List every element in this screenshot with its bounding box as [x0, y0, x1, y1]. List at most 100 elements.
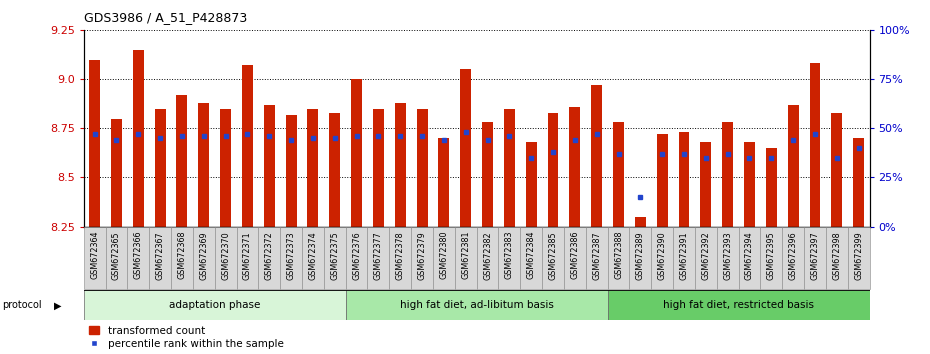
Bar [525, 142, 537, 227]
Bar [302, 227, 324, 289]
Bar [607, 290, 870, 320]
Bar [346, 290, 607, 320]
Bar [766, 148, 777, 227]
Bar [154, 109, 166, 227]
Bar [738, 227, 761, 289]
Bar [717, 227, 738, 289]
Text: GSM672393: GSM672393 [724, 231, 732, 280]
Bar [84, 227, 105, 289]
Text: GSM672392: GSM672392 [701, 231, 711, 280]
Bar [723, 122, 733, 227]
Text: GSM672371: GSM672371 [243, 231, 252, 280]
Text: GSM672372: GSM672372 [265, 231, 273, 280]
Bar [220, 109, 231, 227]
Bar [394, 103, 405, 227]
Bar [476, 227, 498, 289]
Bar [417, 109, 428, 227]
Text: GSM672384: GSM672384 [526, 231, 536, 279]
Bar [744, 142, 755, 227]
Text: GSM672381: GSM672381 [461, 231, 471, 279]
Bar [657, 134, 668, 227]
Bar [346, 227, 367, 289]
Bar [761, 227, 782, 289]
Bar [438, 138, 449, 227]
Bar [198, 103, 209, 227]
Bar [242, 65, 253, 227]
Bar [804, 227, 826, 289]
Text: GSM672365: GSM672365 [112, 231, 121, 280]
Bar [853, 138, 864, 227]
Text: GSM672364: GSM672364 [90, 231, 100, 279]
Bar [498, 227, 520, 289]
Bar [673, 227, 695, 289]
Bar [149, 227, 171, 289]
Bar [171, 227, 193, 289]
Bar [700, 142, 711, 227]
Text: GSM672369: GSM672369 [199, 231, 208, 280]
Text: GSM672373: GSM672373 [286, 231, 296, 280]
Text: GDS3986 / A_51_P428873: GDS3986 / A_51_P428873 [84, 11, 247, 24]
Text: GSM672389: GSM672389 [636, 231, 644, 280]
Bar [111, 119, 122, 227]
Bar [607, 227, 630, 289]
Bar [286, 115, 297, 227]
Text: GSM672396: GSM672396 [789, 231, 798, 280]
Text: GSM672390: GSM672390 [658, 231, 667, 280]
Text: GSM672387: GSM672387 [592, 231, 601, 280]
Text: GSM672366: GSM672366 [134, 231, 143, 279]
Text: GSM672377: GSM672377 [374, 231, 383, 280]
Text: GSM672382: GSM672382 [483, 231, 492, 280]
Bar [788, 105, 799, 227]
Text: GSM672379: GSM672379 [418, 231, 427, 280]
Bar [482, 122, 493, 227]
Text: GSM672397: GSM672397 [810, 231, 819, 280]
Bar [548, 113, 559, 227]
Bar [651, 227, 673, 289]
Text: GSM672395: GSM672395 [767, 231, 776, 280]
Text: GSM672375: GSM672375 [330, 231, 339, 280]
Text: GSM672394: GSM672394 [745, 231, 754, 280]
Bar [782, 227, 804, 289]
Bar [809, 63, 820, 227]
Bar [460, 69, 472, 227]
Text: high fat diet, ad-libitum basis: high fat diet, ad-libitum basis [400, 300, 553, 310]
Bar [569, 107, 580, 227]
Bar [455, 227, 476, 289]
Bar [264, 105, 274, 227]
Bar [308, 109, 318, 227]
Bar [329, 113, 340, 227]
Text: GSM672391: GSM672391 [680, 231, 688, 280]
Bar [695, 227, 717, 289]
Text: adaptation phase: adaptation phase [169, 300, 260, 310]
Legend: transformed count, percentile rank within the sample: transformed count, percentile rank withi… [89, 326, 284, 349]
Text: GSM672378: GSM672378 [396, 231, 405, 280]
Bar [215, 227, 236, 289]
Bar [133, 50, 144, 227]
Text: ▶: ▶ [54, 300, 61, 310]
Bar [630, 227, 651, 289]
Bar [324, 227, 346, 289]
Bar [635, 217, 645, 227]
Text: protocol: protocol [2, 300, 42, 310]
Text: GSM672370: GSM672370 [221, 231, 230, 280]
Text: GSM672376: GSM672376 [352, 231, 361, 280]
Bar [352, 79, 362, 227]
Bar [591, 85, 602, 227]
Text: GSM672388: GSM672388 [614, 231, 623, 279]
Bar [542, 227, 564, 289]
Bar [177, 95, 187, 227]
Bar [193, 227, 215, 289]
Bar [89, 59, 100, 227]
Text: GSM672383: GSM672383 [505, 231, 514, 279]
Bar [280, 227, 302, 289]
Bar [586, 227, 607, 289]
Text: GSM672367: GSM672367 [155, 231, 165, 280]
Bar [848, 227, 870, 289]
Bar [373, 109, 384, 227]
Text: GSM672368: GSM672368 [178, 231, 186, 279]
Bar [613, 122, 624, 227]
Text: GSM672399: GSM672399 [854, 231, 863, 280]
Text: high fat diet, restricted basis: high fat diet, restricted basis [663, 300, 814, 310]
Bar [127, 227, 149, 289]
Text: GSM672398: GSM672398 [832, 231, 842, 280]
